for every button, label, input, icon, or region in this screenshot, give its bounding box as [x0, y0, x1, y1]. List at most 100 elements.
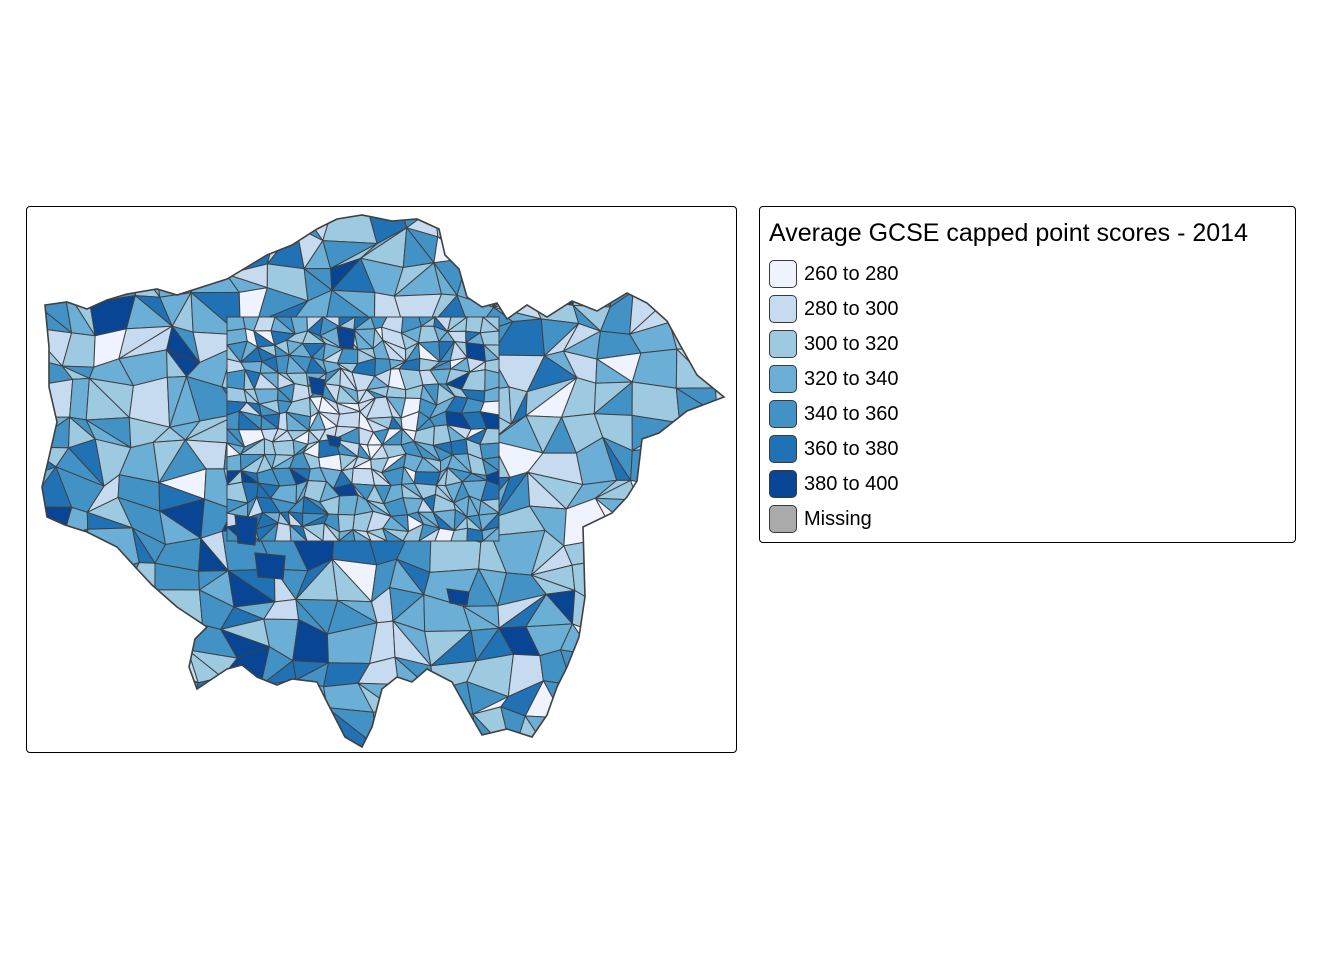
- ward-polygon: [644, 659, 670, 679]
- ward-polygon: [716, 413, 724, 449]
- ward-polygon: [709, 412, 724, 448]
- ward-polygon: [709, 296, 724, 328]
- ward-polygon: [572, 261, 616, 309]
- ward-polygon: [675, 575, 706, 598]
- ward-polygon: [546, 716, 583, 747]
- ward-polygon: [668, 321, 718, 350]
- ward-polygon: [661, 232, 702, 272]
- ward-polygon: [54, 683, 104, 724]
- legend-swatch: [769, 470, 797, 498]
- ward-polygon: [226, 410, 240, 431]
- ward-polygon: [381, 527, 405, 542]
- choropleth-map: [41, 214, 725, 754]
- ward-polygon: [714, 386, 724, 416]
- ward-polygon: [185, 229, 227, 276]
- ward-polygon: [638, 215, 663, 243]
- ward-polygon: [604, 738, 648, 747]
- ward-polygon: [669, 708, 709, 747]
- ward-polygon: [351, 467, 376, 486]
- ward-polygon: [632, 264, 677, 296]
- ward-polygon: [331, 745, 378, 747]
- ward-polygon: [613, 241, 649, 263]
- ward-polygon: [264, 736, 300, 747]
- ward-polygon: [160, 681, 199, 709]
- ward-polygon: [137, 245, 173, 269]
- ward-polygon: [636, 499, 685, 542]
- ward-polygon: [128, 215, 165, 239]
- ward-polygon: [53, 664, 102, 691]
- legend-swatch: [769, 295, 797, 323]
- ward-polygon: [503, 749, 547, 753]
- ward-polygon: [527, 268, 575, 306]
- ward-polygon: [468, 215, 504, 245]
- ward-polygon: [638, 563, 678, 599]
- ward-polygon: [260, 679, 298, 725]
- ward-polygon: [129, 749, 166, 753]
- ward-polygon: [165, 707, 191, 747]
- ward-polygon: [636, 596, 677, 628]
- ward-polygon: [132, 215, 173, 247]
- ward-polygon: [461, 215, 494, 246]
- ward-polygon: [424, 745, 478, 747]
- ward-polygon: [308, 752, 333, 754]
- ward-polygon: [572, 268, 612, 308]
- ward-polygon: [42, 416, 71, 449]
- ward-polygon: [503, 749, 547, 753]
- ward-polygon: [396, 710, 436, 747]
- ward-polygon: [424, 713, 479, 747]
- ward-polygon: [716, 385, 724, 418]
- map-panel: [26, 206, 737, 753]
- ward-polygon: [612, 215, 648, 245]
- ward-polygon: [396, 735, 436, 747]
- ward-polygon: [289, 524, 309, 542]
- ward-polygon: [42, 558, 69, 588]
- ward-polygon: [672, 260, 701, 297]
- legend-label: 360 to 380: [804, 437, 899, 460]
- ward-polygon: [194, 738, 235, 747]
- ward-polygon: [56, 624, 102, 666]
- ward-polygon: [372, 710, 399, 747]
- ward-polygon: [493, 259, 529, 308]
- ward-polygon: [162, 215, 198, 249]
- ward-polygon: [226, 453, 242, 472]
- ward-polygon: [42, 741, 64, 747]
- ward-polygon: [62, 741, 98, 747]
- ward-polygon: [682, 496, 712, 536]
- ward-polygon: [301, 525, 325, 542]
- ward-polygon: [230, 215, 278, 229]
- ward-polygon: [322, 522, 341, 542]
- ward-polygon: [433, 713, 478, 747]
- ward-polygon: [492, 273, 533, 309]
- ward-polygon: [702, 566, 724, 598]
- ward-polygon: [706, 740, 724, 747]
- ward-polygon: [698, 215, 724, 241]
- map-legend: Average GCSE capped point scores - 2014 …: [759, 206, 1296, 543]
- ward-polygon: [128, 715, 168, 747]
- ward-polygon: [134, 266, 161, 298]
- ward-polygon: [667, 619, 705, 668]
- ward-polygon: [709, 470, 724, 499]
- ward-polygon: [89, 561, 141, 603]
- ward-polygon: [272, 716, 309, 747]
- ward-polygon: [701, 533, 724, 568]
- legend-item-260-to-280: 260 to 280: [769, 259, 899, 289]
- ward-polygon: [154, 589, 204, 633]
- ward-polygon: [676, 533, 713, 579]
- legend-label: 380 to 400: [804, 472, 899, 495]
- ward-polygon: [94, 215, 135, 248]
- ward-polygon: [95, 236, 139, 269]
- ward-polygon-high: [326, 434, 342, 448]
- legend-label: 260 to 280: [804, 262, 899, 285]
- ward-polygon: [42, 215, 63, 239]
- ward-polygon: [42, 683, 66, 725]
- ward-polygon: [132, 616, 160, 668]
- ward-polygon: [42, 566, 60, 598]
- ward-polygon: [62, 215, 97, 248]
- ward-polygon: [119, 588, 157, 618]
- ward-polygon: [469, 750, 503, 753]
- ward-polygon: [223, 215, 277, 232]
- ward-polygon: [696, 656, 724, 688]
- ward-polygon: [116, 681, 167, 718]
- ward-polygon-high: [336, 326, 356, 350]
- legend-item-380-to-400: 380 to 400: [769, 469, 899, 499]
